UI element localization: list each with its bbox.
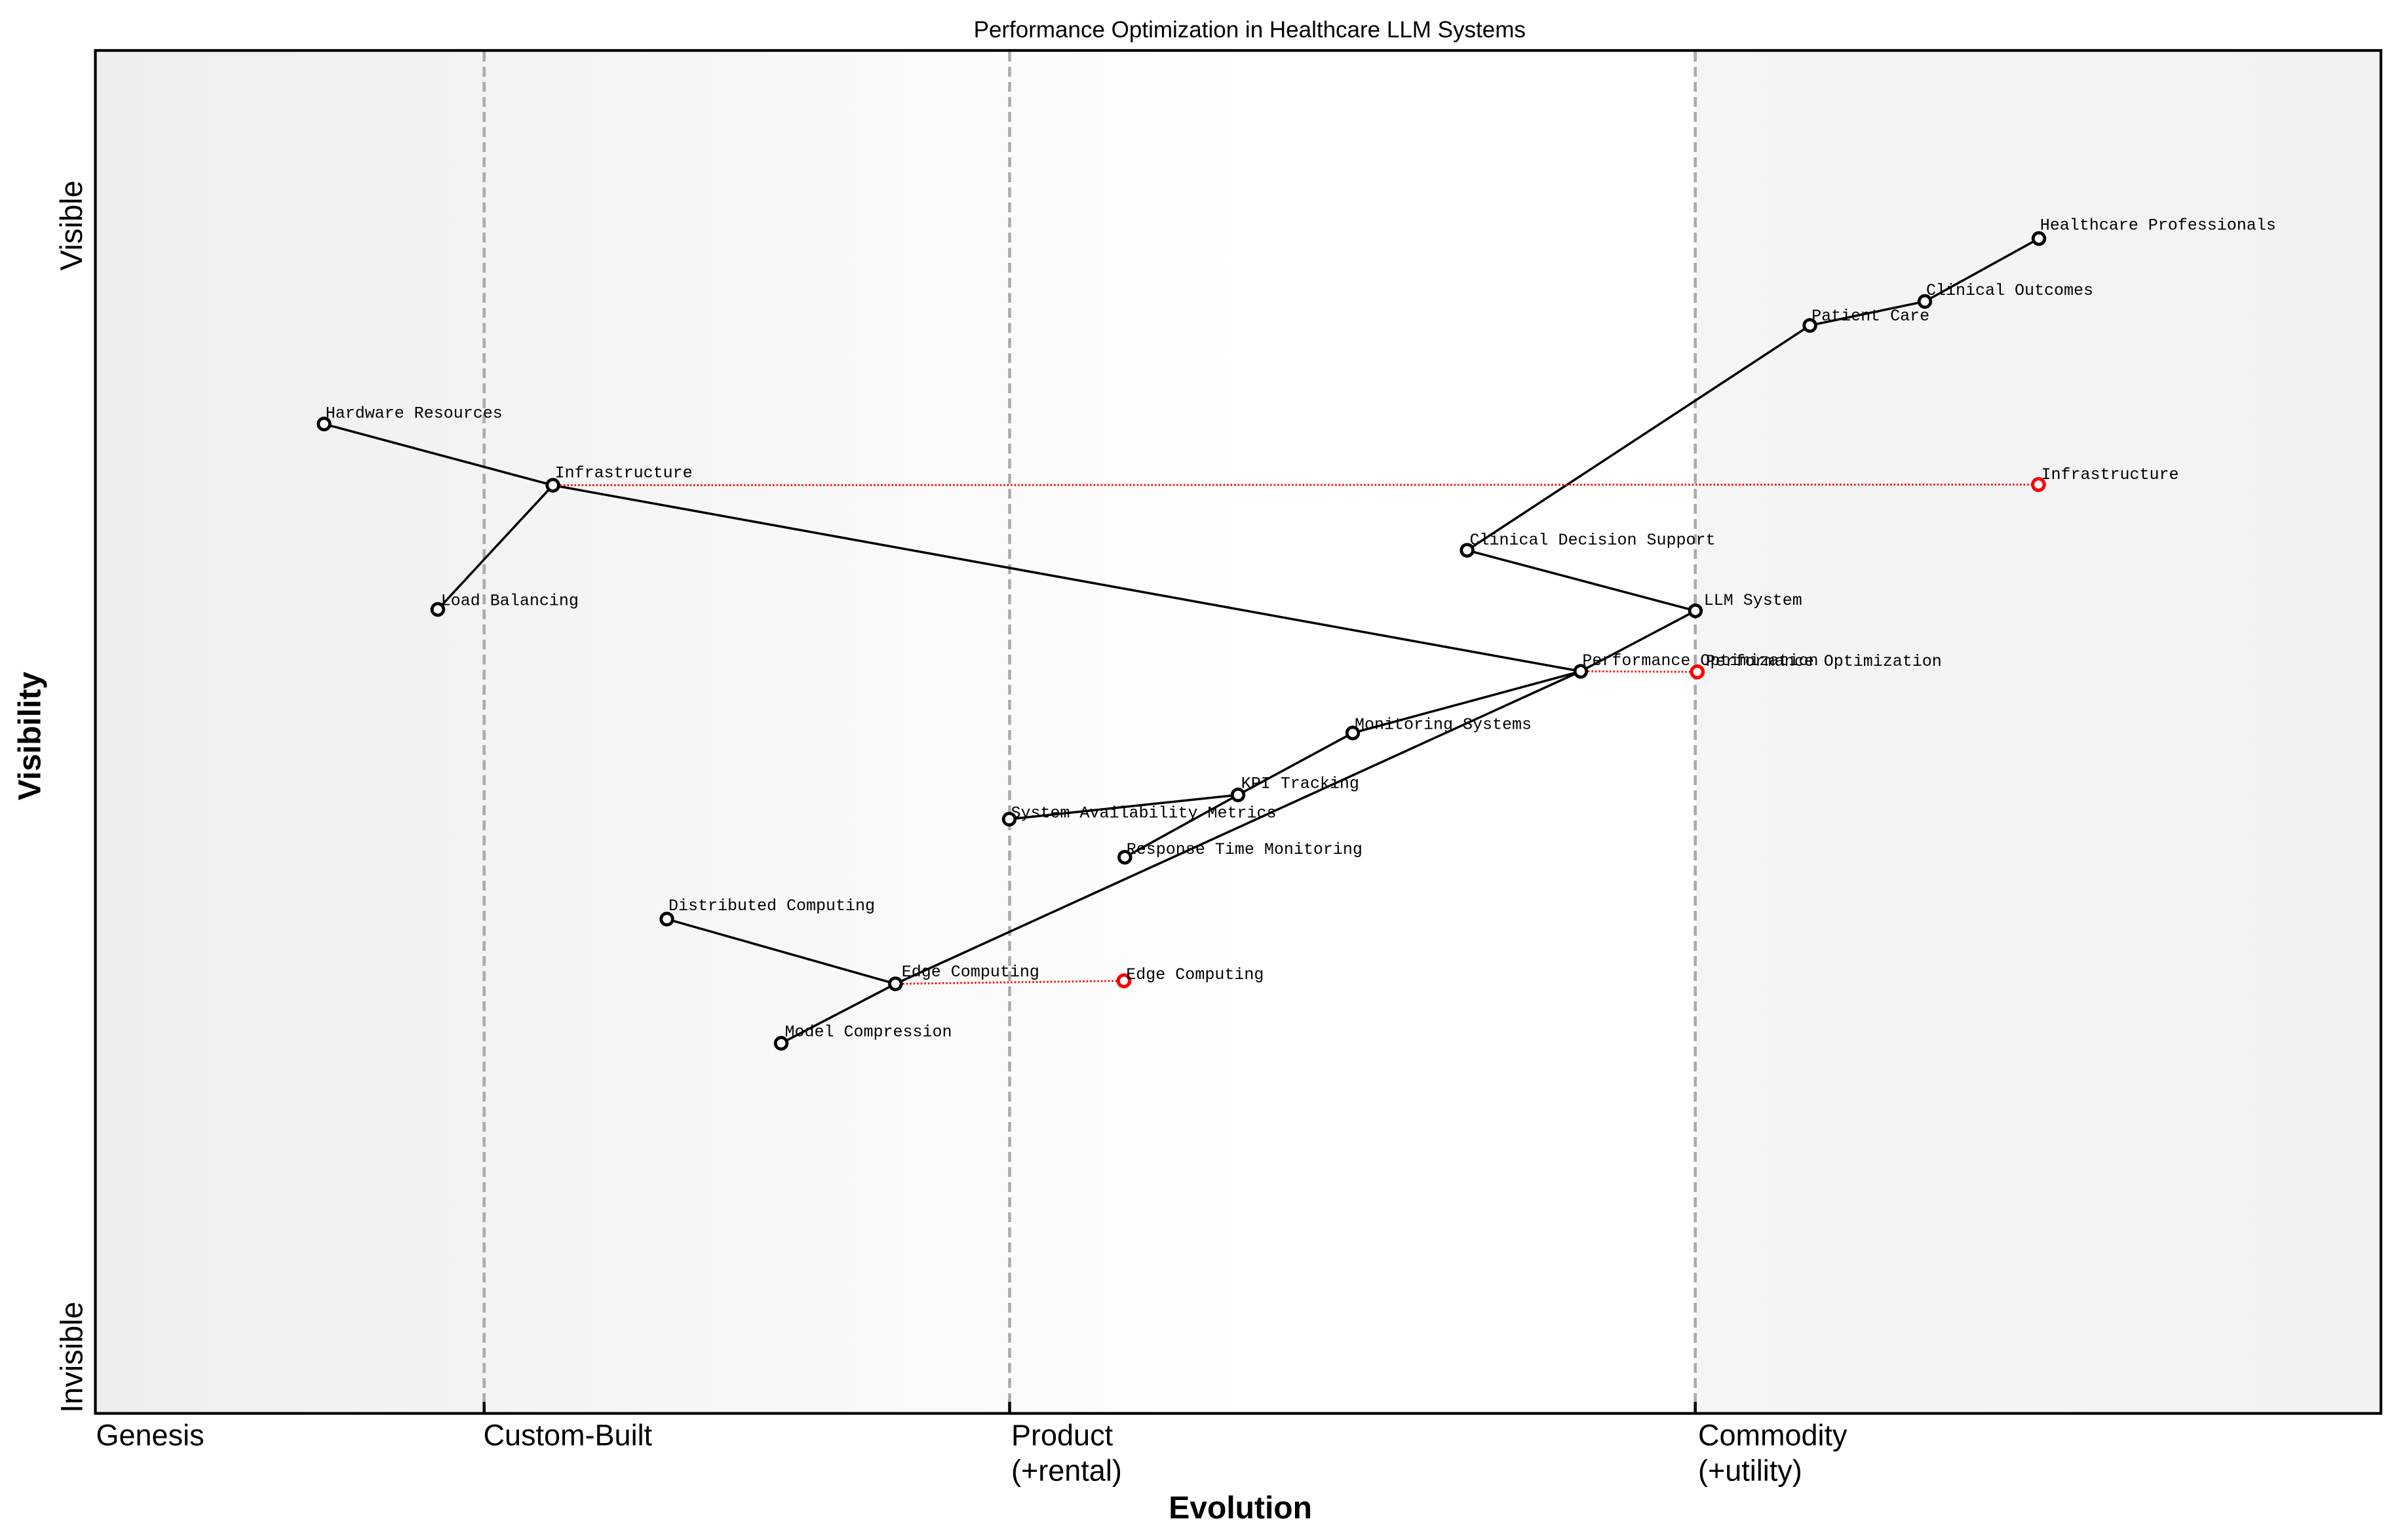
svg-text:Healthcare Professionals: Healthcare Professionals [2040, 216, 2276, 235]
svg-text:(+utility): (+utility) [1698, 1453, 1802, 1487]
svg-text:Load Balancing: Load Balancing [441, 592, 579, 611]
svg-text:Edge Computing: Edge Computing [902, 963, 1039, 982]
svg-text:Performance Optimization: Performance Optimization [1706, 652, 1942, 671]
svg-text:Model Compression: Model Compression [785, 1022, 952, 1041]
svg-text:Clinical Outcomes: Clinical Outcomes [1926, 281, 2093, 300]
svg-text:Visibility: Visibility [12, 672, 47, 801]
svg-text:Patient Care: Patient Care [1811, 307, 1929, 326]
svg-text:Infrastructure: Infrastructure [2042, 465, 2179, 484]
svg-text:Performance Optimization in He: Performance Optimization in Healthcare L… [974, 17, 1526, 43]
svg-text:Infrastructure: Infrastructure [555, 463, 693, 482]
svg-text:Response Time Monitoring: Response Time Monitoring [1127, 840, 1363, 859]
svg-text:Monitoring Systems: Monitoring Systems [1355, 716, 1532, 735]
svg-text:System Availability Metrics: System Availability Metrics [1011, 804, 1277, 823]
svg-text:Genesis: Genesis [96, 1419, 204, 1452]
svg-text:Distributed Computing: Distributed Computing [668, 896, 875, 915]
svg-text:KPI Tracking: KPI Tracking [1241, 775, 1359, 794]
svg-text:Invisible: Invisible [54, 1301, 89, 1413]
svg-text:Evolution: Evolution [1169, 1491, 1312, 1526]
svg-text:Performance Optimization: Performance Optimization [1582, 651, 1818, 670]
svg-text:(+rental): (+rental) [1011, 1453, 1122, 1487]
svg-text:LLM System: LLM System [1704, 591, 1802, 610]
svg-text:Edge Computing: Edge Computing [1126, 965, 1264, 984]
svg-text:Visible: Visible [54, 180, 88, 271]
svg-text:Hardware Resources: Hardware Resources [326, 404, 503, 423]
svg-text:Commodity: Commodity [1698, 1419, 1848, 1452]
svg-text:Custom-Built: Custom-Built [484, 1419, 653, 1452]
svg-text:Product: Product [1011, 1419, 1113, 1452]
svg-text:Clinical Decision Support: Clinical Decision Support [1470, 531, 1716, 550]
